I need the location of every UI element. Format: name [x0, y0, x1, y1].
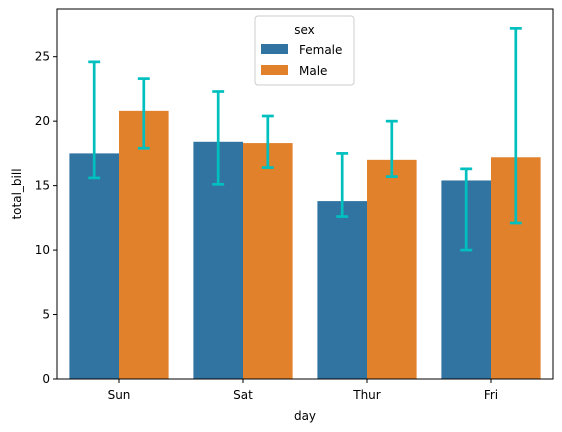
bar-male-thur	[367, 159, 417, 379]
legend-title: sex	[294, 23, 315, 37]
x-tick-label-sat: Sat	[233, 388, 253, 402]
y-tick-label-15: 15	[35, 179, 50, 193]
errorbars-layer	[88, 26, 522, 252]
bar-female-thur	[317, 201, 367, 379]
legend-swatch-female	[261, 44, 288, 54]
x-axis: Sun Sat Thur Fri	[108, 379, 498, 402]
bars-layer	[69, 110, 541, 380]
bar-female-sun	[69, 153, 119, 379]
legend-label-male: Male	[299, 64, 327, 78]
y-tick-label-0: 0	[42, 372, 50, 386]
y-tick-label-5: 5	[42, 308, 50, 322]
x-tick-label-sun: Sun	[108, 388, 131, 402]
y-tick-label-20: 20	[35, 114, 50, 128]
x-axis-label: day	[294, 409, 316, 423]
y-tick-label-10: 10	[35, 243, 50, 257]
plot-frame	[56, 8, 554, 380]
x-tick-label-fri: Fri	[484, 388, 498, 402]
y-axis: 0 5 10 15 20 25	[35, 50, 57, 386]
bar-male-sun	[119, 110, 169, 380]
legend-swatch-male	[261, 65, 288, 75]
legend-label-female: Female	[299, 43, 342, 57]
y-axis-label: total_bill	[10, 168, 24, 219]
legend-items: Female Male	[261, 43, 342, 78]
bar-male-sat	[243, 143, 293, 379]
x-tick-label-thur: Thur	[352, 388, 381, 402]
legend: sex Female Male	[254, 15, 355, 86]
y-tick-label-25: 25	[35, 50, 50, 64]
